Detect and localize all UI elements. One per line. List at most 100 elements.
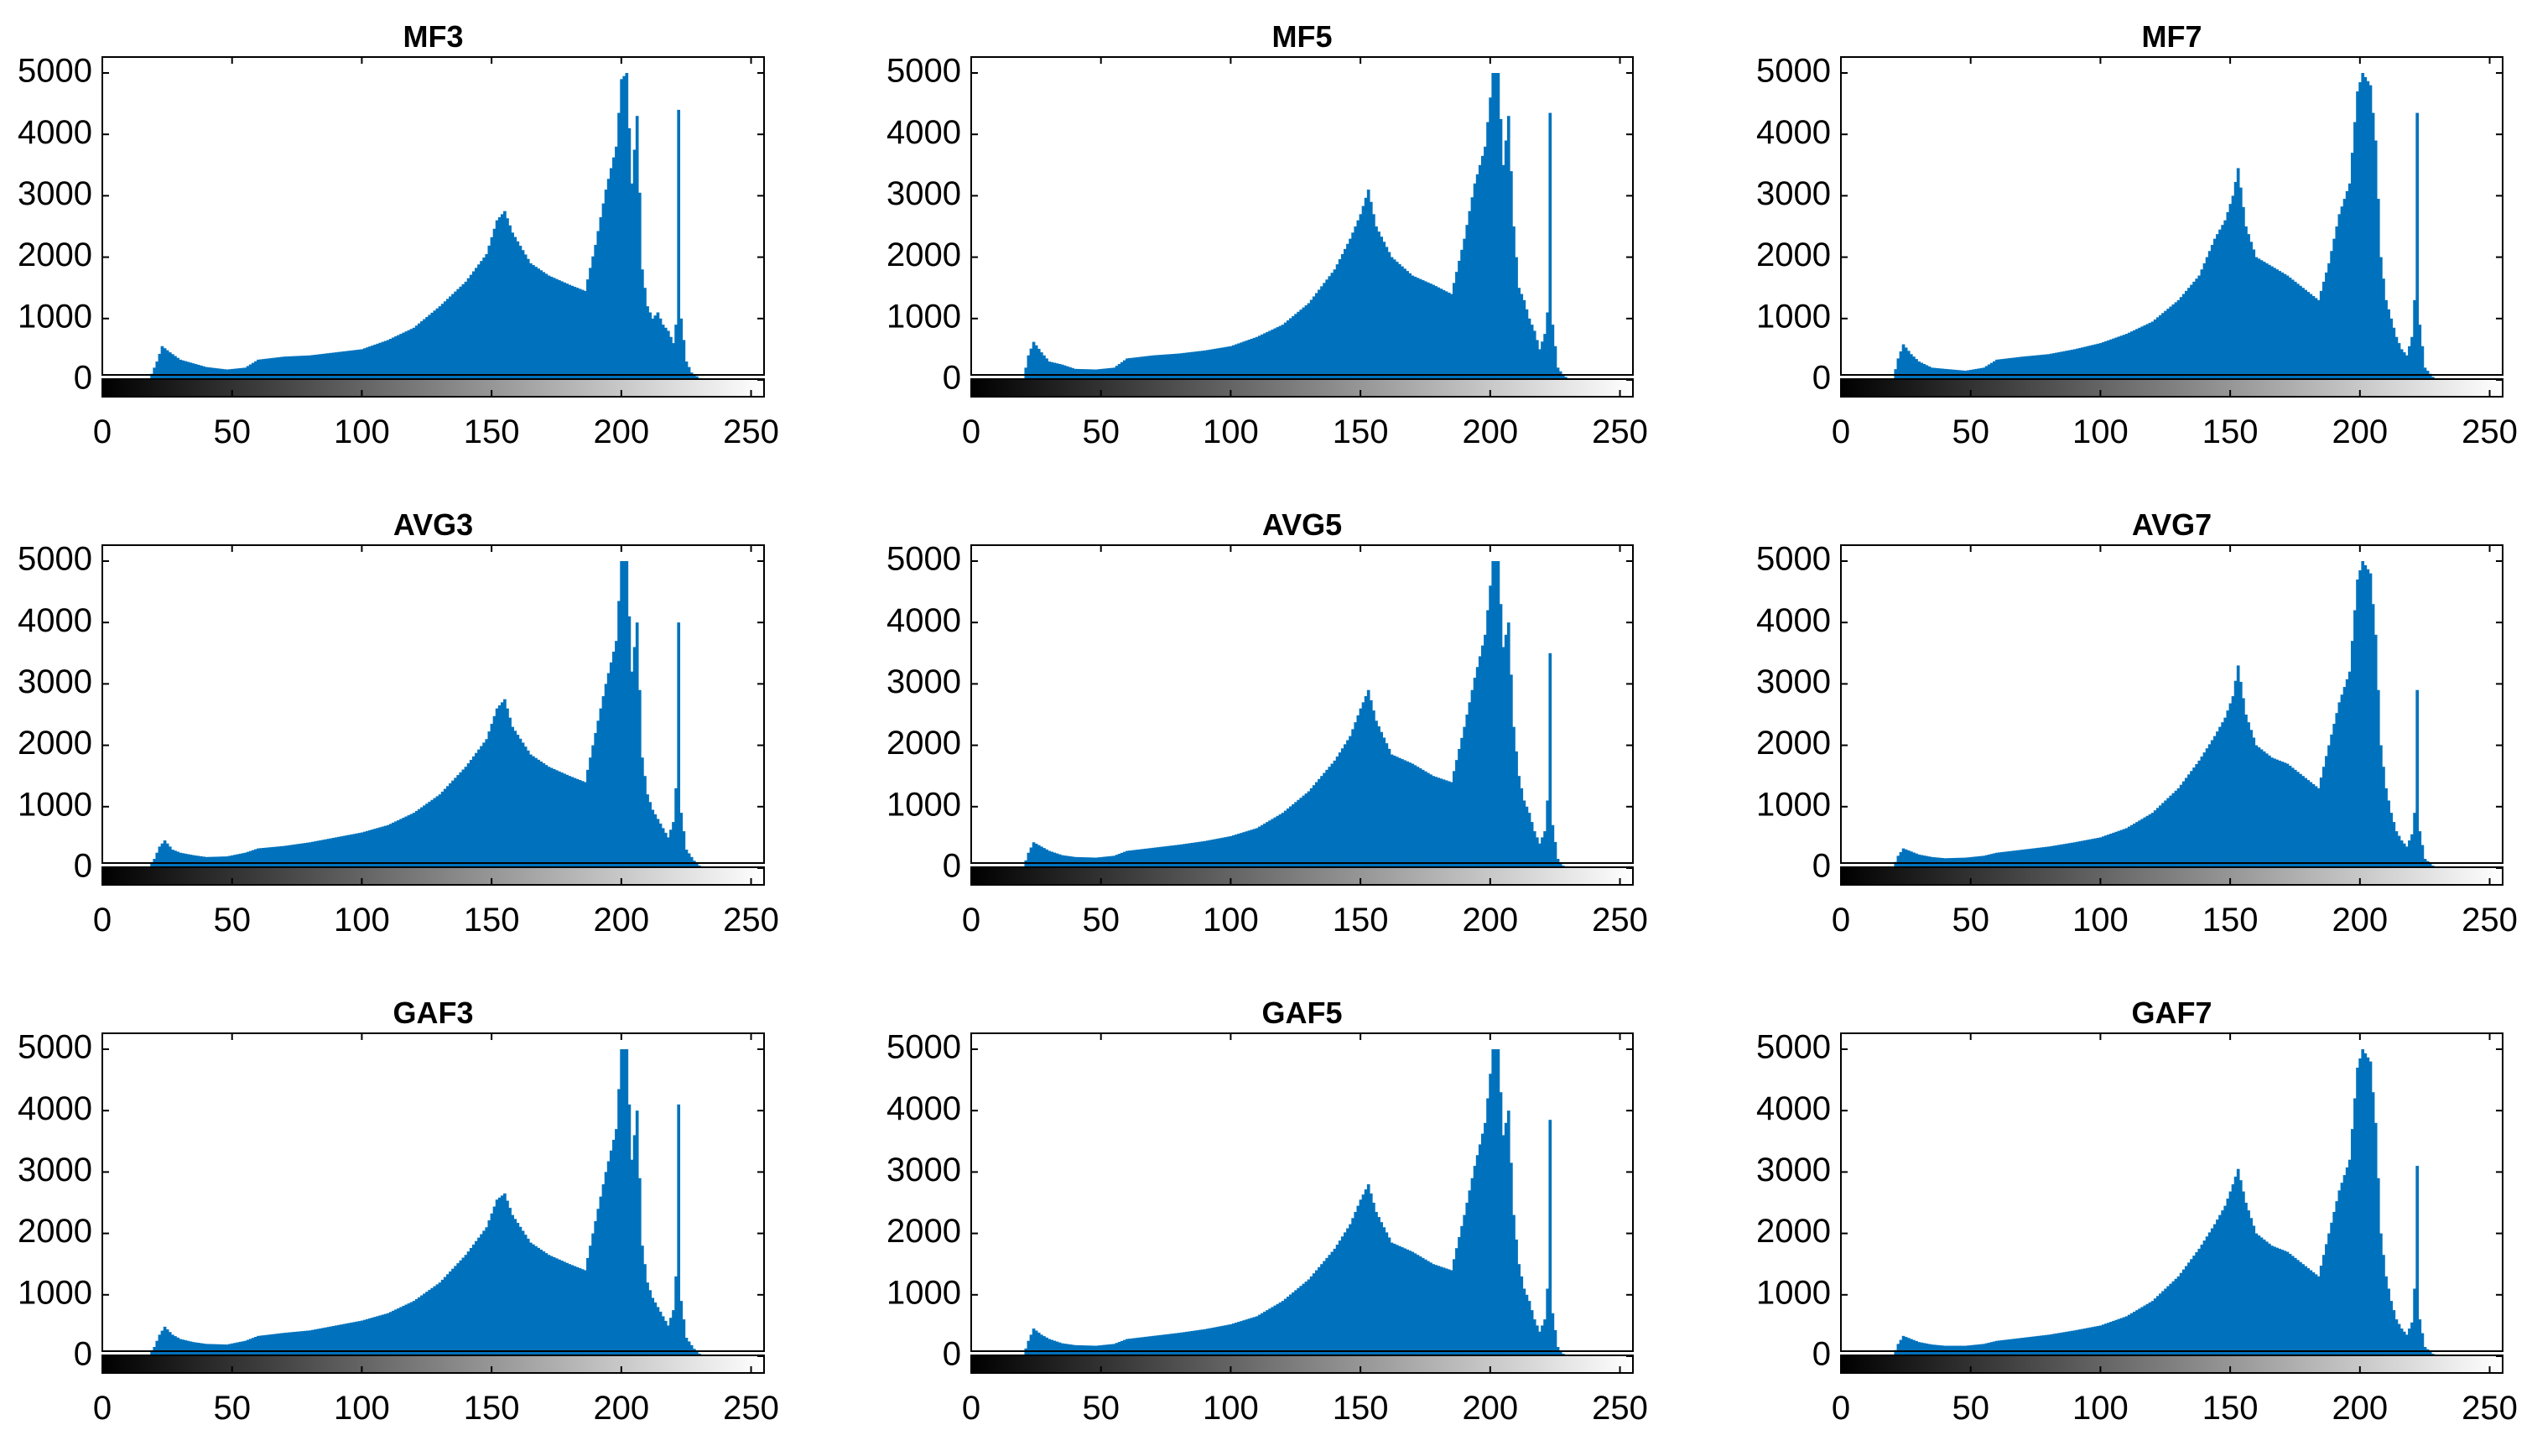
histogram-bar (1231, 1323, 1235, 1356)
histogram-bar (1314, 1270, 1318, 1356)
histogram-bar (2039, 1335, 2043, 1356)
histogram-bar (324, 1327, 328, 1356)
histogram-bar (661, 325, 665, 380)
histogram-bar (1174, 845, 1178, 868)
histogram-bar (1273, 1305, 1277, 1356)
histogram-bar (1437, 1266, 1441, 1356)
chart-title: MF3 (403, 19, 464, 54)
histogram-bar (2397, 343, 2401, 380)
histogram-bar (285, 356, 289, 380)
histogram-bar (2280, 1250, 2285, 1356)
histogram-bar (440, 1279, 445, 1356)
histogram-bar (1063, 365, 1067, 380)
histogram-bar (279, 356, 283, 380)
histogram-bar (368, 1318, 372, 1356)
histogram-bar (1899, 851, 1903, 868)
histogram-bar (2145, 1303, 2150, 1356)
histogram-bar (435, 796, 439, 868)
histogram-bar (2366, 1057, 2370, 1356)
histogram-bar (1434, 777, 1438, 868)
histogram-bar (482, 257, 486, 380)
histogram-bar (1159, 846, 1163, 868)
histogram-bar (1195, 351, 1199, 380)
histogram-bar (428, 1289, 431, 1356)
histogram-bar (1395, 757, 1399, 868)
histogram-bar (1421, 1257, 1425, 1356)
histogram-bar (1128, 358, 1131, 380)
histogram-bar (2311, 295, 2316, 380)
histogram-bar (165, 843, 169, 868)
histogram-bar (1131, 1338, 1134, 1356)
histogram-bar (2062, 1332, 2067, 1356)
histogram-bar (2072, 349, 2077, 380)
y-tick-label: 0 (74, 848, 92, 885)
histogram-bar (202, 1343, 205, 1356)
histogram-bar (1053, 1340, 1057, 1356)
histogram-bar (1989, 362, 1994, 380)
histogram-bar (2384, 299, 2388, 380)
histogram-bar (1449, 782, 1453, 868)
histogram-bar (679, 813, 684, 868)
histogram-bar (2169, 795, 2173, 868)
histogram-bar (2130, 1313, 2134, 1356)
histogram-bar (2067, 843, 2072, 868)
histogram-bar (2399, 840, 2404, 868)
histogram-bar (1527, 1301, 1531, 1356)
histogram-bar (1444, 780, 1448, 868)
histogram-bar (2138, 1308, 2141, 1356)
histogram-bar (2423, 367, 2427, 380)
histogram-bar (583, 1270, 587, 1356)
x-tick-label: 50 (1082, 902, 1120, 939)
histogram-bar (1525, 1294, 1529, 1356)
histogram-bar (459, 286, 463, 380)
histogram-bar (2309, 1270, 2313, 1356)
histogram-bar (604, 1172, 608, 1356)
histogram-bar (2288, 1254, 2292, 1356)
histogram-bar (2205, 748, 2209, 868)
histogram-bar (360, 832, 364, 868)
histogram-bar (669, 1318, 673, 1356)
histogram-bar (677, 1104, 681, 1356)
histogram-bar (1515, 257, 1518, 380)
histogram-bar (2171, 793, 2176, 868)
histogram-bar (521, 742, 525, 868)
histogram-bar (1128, 1339, 1131, 1356)
histogram-bar (630, 1159, 634, 1356)
histogram-bar (2259, 1237, 2264, 1356)
histogram-bar (2005, 1339, 2009, 1356)
histogram-bar (2164, 800, 2167, 868)
y-tick-label: 3000 (18, 663, 92, 700)
histogram-bars (150, 561, 704, 868)
histogram-bar (1530, 1310, 1534, 1356)
histogram-bar (620, 1049, 623, 1356)
histogram-bar (1133, 850, 1137, 868)
histogram-bar (1302, 1283, 1306, 1356)
histogram-bar (1174, 1333, 1178, 1356)
histogram-bar (1411, 275, 1415, 380)
histogram-bar (1382, 737, 1386, 868)
histogram-bar (267, 358, 271, 380)
histogram-bar (511, 232, 515, 380)
histogram-bar (1475, 174, 1479, 380)
histogram-bar (589, 268, 592, 380)
histogram-bar (666, 1325, 670, 1356)
histogram-bar (1146, 356, 1150, 380)
grayscale-colorbar (101, 378, 765, 398)
y-tick-label: 4000 (886, 602, 961, 639)
x-tick-label: 200 (1462, 902, 1518, 939)
histogram-bar (1110, 855, 1114, 868)
histogram-bar (300, 843, 304, 868)
histogram-bar (1333, 269, 1337, 380)
histogram-bar (1281, 1301, 1285, 1356)
histogram-bar (210, 1344, 214, 1356)
histogram-bar (412, 1301, 416, 1356)
histogram-bar (1910, 851, 1913, 868)
histogram-bar (1340, 253, 1344, 380)
histogram-bar (1261, 1313, 1264, 1356)
histogram-bar (1278, 1302, 1282, 1356)
histogram-bar (573, 286, 577, 380)
y-tick-label: 5000 (886, 1029, 961, 1066)
histogram-bar (2270, 757, 2274, 868)
histogram-bar (246, 366, 250, 380)
histogram-bar (2031, 848, 2035, 868)
